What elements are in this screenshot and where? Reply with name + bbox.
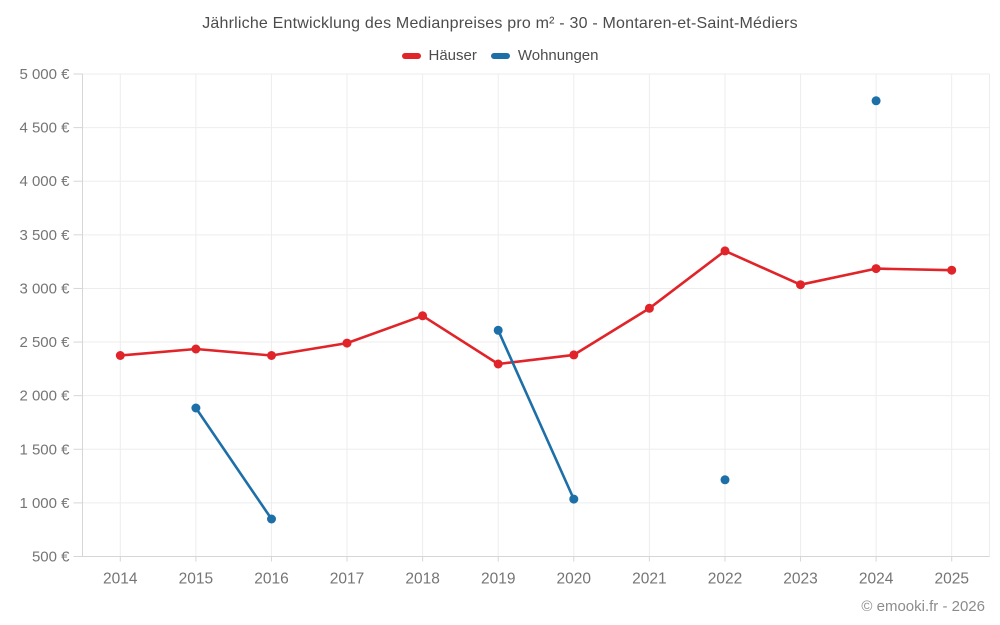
y-tick-label: 2 000 €: [19, 388, 70, 405]
y-tick-label: 500 €: [32, 549, 70, 566]
data-point-haeuser-2015[interactable]: [191, 344, 201, 354]
x-tick-label: 2018: [405, 571, 439, 588]
legend-label-haeuser: Häuser: [428, 47, 477, 64]
data-point-wohnungen-2019[interactable]: [493, 325, 503, 335]
y-tick-label: 2 500 €: [19, 334, 70, 351]
x-tick-label: 2023: [783, 571, 817, 588]
data-point-haeuser-2014[interactable]: [115, 351, 125, 360]
x-tick-label: 2017: [330, 571, 364, 588]
chart-legend: Häuser Wohnungen: [0, 47, 1000, 64]
data-point-haeuser-2018[interactable]: [418, 311, 428, 321]
data-point-haeuser-2016[interactable]: [267, 351, 276, 360]
data-point-wohnungen-2024[interactable]: [871, 96, 881, 106]
data-point-wohnungen-2022[interactable]: [720, 475, 730, 485]
y-tick-label: 5 000 €: [19, 66, 70, 83]
y-tick-label: 1 500 €: [19, 441, 70, 458]
data-point-haeuser-2020[interactable]: [569, 350, 579, 360]
data-point-wohnungen-2016[interactable]: [267, 514, 276, 524]
data-point-haeuser-2019[interactable]: [493, 359, 503, 369]
y-tick-label: 4 500 €: [19, 120, 70, 137]
chart-title: Jährliche Entwicklung des Medianpreises …: [202, 15, 798, 32]
data-point-haeuser-2024[interactable]: [871, 264, 881, 274]
x-tick-label: 2024: [859, 571, 894, 588]
x-tick-label: 2021: [632, 571, 666, 588]
data-point-haeuser-2022[interactable]: [720, 246, 730, 256]
data-point-wohnungen-2015[interactable]: [191, 403, 201, 413]
haeuser-series-marker-icon: [401, 52, 421, 59]
data-point-haeuser-2021[interactable]: [644, 303, 654, 313]
data-point-haeuser-2023[interactable]: [796, 280, 805, 290]
y-tick-label: 3 000 €: [19, 280, 70, 297]
data-point-haeuser-2017[interactable]: [342, 338, 352, 348]
y-tick-label: 3 500 €: [19, 227, 70, 244]
copyright-watermark: © emooki.fr - 2026: [861, 598, 985, 615]
x-tick-label: 2025: [934, 571, 968, 588]
x-tick-label: 2014: [103, 571, 138, 588]
legend-item-haeuser[interactable]: Häuser: [401, 47, 477, 64]
series-line-haeuser: [119, 249, 953, 366]
x-tick-label: 2020: [557, 571, 592, 588]
data-point-wohnungen-2020[interactable]: [569, 494, 579, 504]
x-tick-label: 2016: [254, 571, 288, 588]
legend-item-wohnungen[interactable]: Wohnungen: [490, 47, 599, 64]
wohnungen-series-marker-icon: [490, 52, 510, 59]
y-tick-label: 1 000 €: [19, 495, 70, 512]
data-point-haeuser-2025[interactable]: [947, 265, 957, 275]
series-line-wohnungen: [196, 101, 876, 519]
x-tick-label: 2015: [179, 571, 213, 588]
x-tick-label: 2022: [708, 571, 742, 588]
x-tick-label: 2019: [481, 571, 515, 588]
y-tick-label: 4 000 €: [19, 173, 70, 190]
legend-label-wohnungen: Wohnungen: [517, 47, 599, 64]
